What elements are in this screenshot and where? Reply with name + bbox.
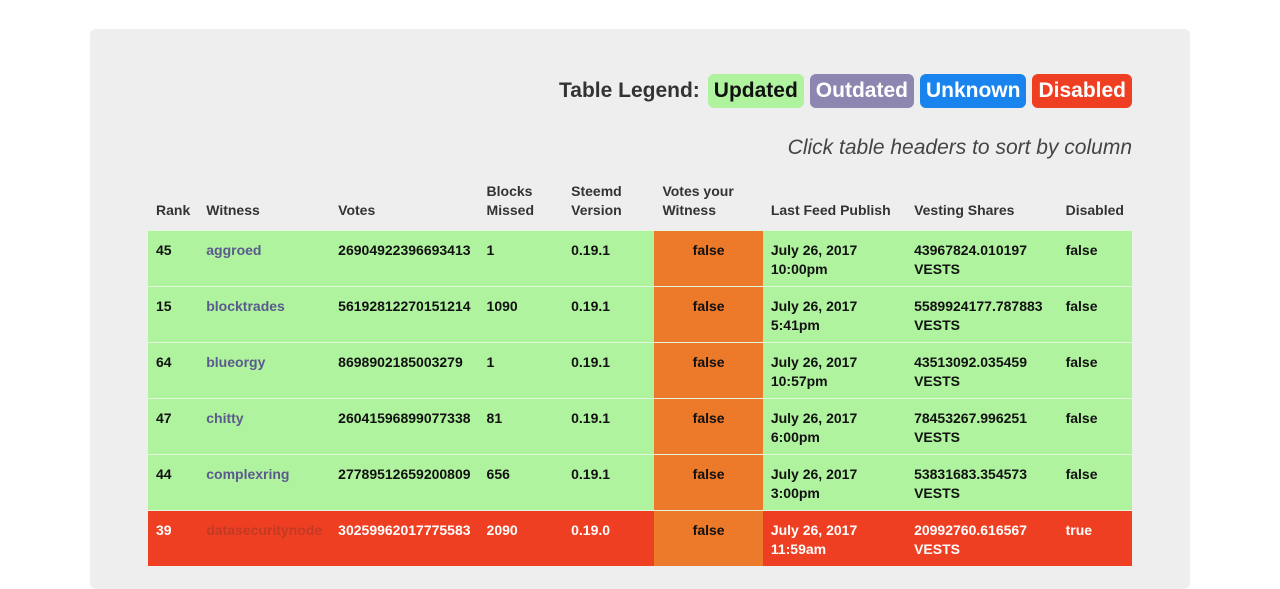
witness-link[interactable]: complexring bbox=[206, 466, 290, 482]
witness-cell: blueorgy bbox=[198, 342, 331, 399]
vesting-cell: 78453267.996251 VESTS bbox=[906, 398, 1058, 455]
rank-cell: 47 bbox=[148, 398, 199, 455]
missed-cell: 81 bbox=[478, 398, 564, 455]
vesting-cell: 53831683.354573 VESTS bbox=[906, 454, 1058, 511]
header-rank[interactable]: Rank bbox=[156, 202, 191, 218]
table-row: 39 datasecuritynode 30259962017775583 20… bbox=[148, 510, 1132, 566]
legend-title: Table Legend: bbox=[559, 79, 700, 102]
witness-cell: datasecuritynode bbox=[198, 510, 331, 566]
vote-cell[interactable]: false bbox=[654, 230, 763, 287]
rank-cell: 64 bbox=[148, 342, 199, 399]
vote-cell[interactable]: false bbox=[654, 342, 763, 399]
disabled-cell: true bbox=[1057, 510, 1132, 566]
legend-outdated-badge: Outdated bbox=[809, 74, 914, 108]
witness-link[interactable]: blueorgy bbox=[206, 354, 266, 370]
disabled-cell: false bbox=[1057, 398, 1132, 455]
table-legend: Table Legend: Updated Outdated Unknown D… bbox=[559, 74, 1132, 108]
disabled-cell: false bbox=[1057, 286, 1132, 343]
legend-unknown-badge: Unknown bbox=[919, 74, 1027, 108]
vesting-cell: 43513092.035459 VESTS bbox=[906, 342, 1058, 399]
witness-cell: complexring bbox=[198, 454, 331, 511]
header-votes[interactable]: Votes bbox=[338, 202, 376, 218]
feed-cell: July 26, 2017 3:00pm bbox=[762, 454, 907, 511]
missed-cell: 1090 bbox=[478, 286, 564, 343]
vote-cell[interactable]: false bbox=[654, 454, 763, 511]
disabled-cell: false bbox=[1057, 342, 1132, 399]
table-row: 44 complexring 27789512659200809 656 0.1… bbox=[148, 454, 1132, 511]
vesting-cell: 20992760.616567 VESTS bbox=[906, 510, 1058, 566]
votes-cell: 26041596899077338 bbox=[330, 398, 479, 455]
witness-table: Rank Witness Votes Blocks Missed Steemd Ve… bbox=[148, 182, 1132, 566]
vesting-cell: 5589924177.787883 VESTS bbox=[906, 286, 1058, 343]
witness-link[interactable]: datasecuritynode bbox=[206, 522, 323, 538]
votes-cell: 56192812270151214 bbox=[330, 286, 479, 343]
version-cell: 0.19.1 bbox=[563, 398, 655, 455]
rank-cell: 45 bbox=[148, 230, 199, 287]
header-last-feed-publish[interactable]: Last Feed Publish bbox=[770, 202, 891, 218]
feed-cell: July 26, 2017 6:00pm bbox=[762, 398, 907, 455]
version-cell: 0.19.0 bbox=[563, 510, 655, 566]
table-row: 64 blueorgy 8698902185003279 1 0.19.1 fa… bbox=[148, 342, 1132, 399]
votes-cell: 30259962017775583 bbox=[330, 510, 479, 566]
version-cell: 0.19.1 bbox=[563, 342, 655, 399]
feed-cell: July 26, 2017 10:00pm bbox=[762, 230, 907, 287]
header-vesting-shares[interactable]: Vesting Shares bbox=[914, 202, 1015, 218]
disabled-cell: false bbox=[1057, 230, 1132, 287]
votes-cell: 27789512659200809 bbox=[330, 454, 479, 511]
missed-cell: 1 bbox=[478, 230, 564, 287]
vote-cell[interactable]: false bbox=[654, 510, 763, 566]
legend-updated-badge: Updated bbox=[707, 74, 804, 108]
witness-link[interactable]: blocktrades bbox=[206, 298, 285, 314]
votes-cell: 26904922396693413 bbox=[330, 230, 479, 287]
header-disabled[interactable]: Disabled bbox=[1065, 202, 1124, 218]
header-witness[interactable]: Witness bbox=[206, 202, 260, 218]
rank-cell: 44 bbox=[148, 454, 199, 511]
witness-link[interactable]: aggroed bbox=[206, 242, 262, 258]
feed-cell: July 26, 2017 10:57pm bbox=[762, 342, 907, 399]
version-cell: 0.19.1 bbox=[563, 230, 655, 287]
header-blocks-missed[interactable]: Blocks Missed bbox=[486, 183, 535, 218]
table-row: 45 aggroed 26904922396693413 1 0.19.1 fa… bbox=[148, 230, 1132, 287]
vesting-cell: 43967824.010197 VESTS bbox=[906, 230, 1058, 287]
header-votes-your-witness[interactable]: Votes your Witness bbox=[662, 183, 734, 218]
table-header-row: Rank Witness Votes Blocks Missed Steemd Ve… bbox=[148, 182, 1132, 231]
witness-cell: aggroed bbox=[198, 230, 331, 287]
missed-cell: 2090 bbox=[478, 510, 564, 566]
rank-cell: 15 bbox=[148, 286, 199, 343]
legend-disabled-badge: Disabled bbox=[1032, 74, 1132, 108]
version-cell: 0.19.1 bbox=[563, 454, 655, 511]
feed-cell: July 26, 2017 11:59am bbox=[762, 510, 907, 566]
witness-cell: chitty bbox=[198, 398, 331, 455]
feed-cell: July 26, 2017 5:41pm bbox=[762, 286, 907, 343]
sort-hint: Click table headers to sort by column bbox=[787, 136, 1132, 159]
votes-cell: 8698902185003279 bbox=[330, 342, 479, 399]
header-steemd-version[interactable]: Steemd Version bbox=[571, 183, 622, 218]
vote-cell[interactable]: false bbox=[654, 286, 763, 343]
table-row: 15 blocktrades 56192812270151214 1090 0.… bbox=[148, 286, 1132, 343]
version-cell: 0.19.1 bbox=[563, 286, 655, 343]
disabled-cell: false bbox=[1057, 454, 1132, 511]
rank-cell: 39 bbox=[148, 510, 199, 566]
missed-cell: 656 bbox=[478, 454, 564, 511]
vote-cell[interactable]: false bbox=[654, 398, 763, 455]
witness-link[interactable]: chitty bbox=[206, 410, 244, 426]
witness-panel: Table Legend: Updated Outdated Unknown D… bbox=[90, 29, 1190, 589]
witness-cell: blocktrades bbox=[198, 286, 331, 343]
table-row: 47 chitty 26041596899077338 81 0.19.1 fa… bbox=[148, 398, 1132, 455]
missed-cell: 1 bbox=[478, 342, 564, 399]
